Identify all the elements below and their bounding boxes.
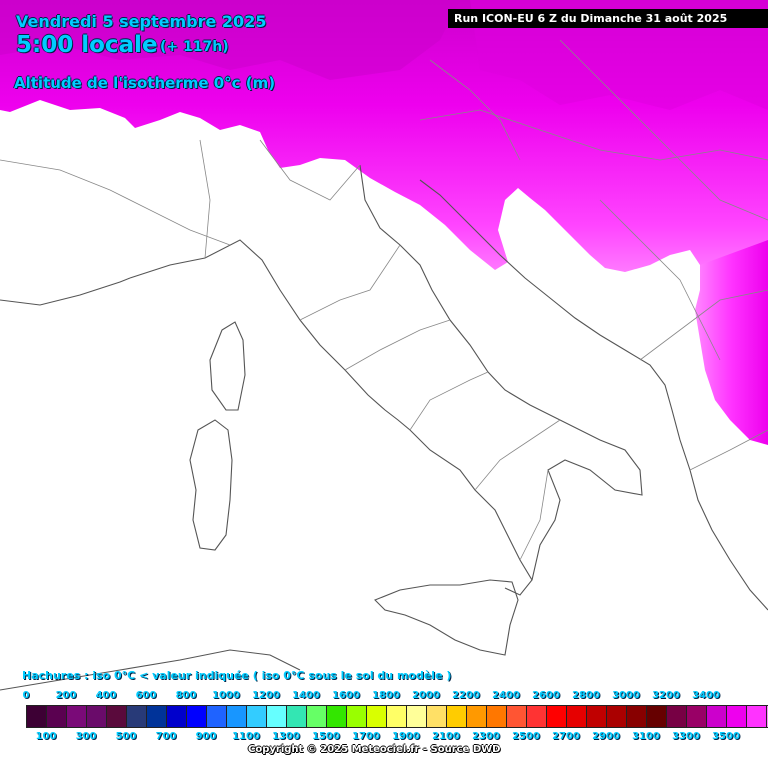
italy-west-coast — [129, 239, 533, 596]
colorbar-tick-lower: 2700 — [552, 731, 580, 742]
colorbar-tick-lower: 1700 — [352, 731, 380, 742]
colorbar-swatch — [287, 706, 307, 727]
colorbar-swatch — [367, 706, 387, 727]
colorbar-swatch — [167, 706, 187, 727]
colorbar-tick-upper: 800 — [175, 690, 197, 701]
colorbar-swatch — [707, 706, 727, 727]
colorbar-swatch — [207, 706, 227, 727]
colorbar-tick-lower: 1900 — [392, 731, 420, 742]
colorbar-swatch — [527, 706, 547, 727]
colorbar-swatch — [647, 706, 667, 727]
colorbar-swatch — [307, 706, 327, 727]
colorbar-tick-lower: 2100 — [432, 731, 460, 742]
isotherm-field-core — [0, 0, 460, 80]
colorbar-tick-lower: 300 — [75, 731, 97, 742]
colorbar-swatch — [187, 706, 207, 727]
colorbar-tick-upper: 400 — [95, 690, 117, 701]
colorbar-tick-lower: 2900 — [592, 731, 620, 742]
colorbar-swatch — [747, 706, 767, 727]
colorbar-tick-upper: 0 — [22, 690, 30, 701]
colorbar-swatch — [327, 706, 347, 727]
colorbar-tick-upper: 3200 — [652, 690, 680, 701]
colorbar-swatch — [127, 706, 147, 727]
run-info-banner: Run ICON-EU 6 Z du Dimanche 31 août 2025 — [448, 9, 768, 28]
parameter-title: Altitude de l'isotherme 0°c (m) — [14, 74, 276, 92]
balkan-coast — [419, 179, 768, 611]
colorbar-tick-lower: 3300 — [672, 731, 700, 742]
colorbar-swatch — [67, 706, 87, 727]
colorbar-swatch — [467, 706, 487, 727]
sardinia — [189, 419, 233, 551]
colorbar-swatch — [607, 706, 627, 727]
isotherm-field-east — [695, 240, 768, 445]
colorbar-tick-lower: 2500 — [512, 731, 540, 742]
colorbar-tick-lower: 3500 — [712, 731, 740, 742]
colorbar-tick-upper: 1800 — [372, 690, 400, 701]
colorbar-tick-lower: 100 — [35, 731, 57, 742]
french-coast — [0, 277, 131, 306]
colorbar-swatch — [227, 706, 247, 727]
colorbar-swatch — [107, 706, 127, 727]
colorbar-tick-upper: 3000 — [612, 690, 640, 701]
colorbar-tick-upper: 2400 — [492, 690, 520, 701]
colorbar-tick-lower: 1500 — [312, 731, 340, 742]
colorbar-tick-lower: 700 — [155, 731, 177, 742]
colorbar-tick-upper: 1000 — [212, 690, 240, 701]
corsica — [209, 321, 246, 411]
colorbar-swatch — [267, 706, 287, 727]
colorbar-swatch — [727, 706, 747, 727]
colorbar-swatch — [587, 706, 607, 727]
colorbar-swatch — [47, 706, 67, 727]
coastlines — [0, 164, 768, 691]
colorbar-tick-lower: 900 — [195, 731, 217, 742]
colorbar-swatch — [247, 706, 267, 727]
colorbar-swatch — [487, 706, 507, 727]
colorbar-swatch — [547, 706, 567, 727]
forecast-date: Vendredi 5 septembre 2025 — [16, 12, 267, 31]
colorbar-swatch — [447, 706, 467, 727]
colorbar-swatch — [347, 706, 367, 727]
colorbar-swatch — [687, 706, 707, 727]
hatch-note: Hachures : iso 0°C < valeur indiquée ( i… — [22, 669, 452, 682]
colorbar-tick-lower: 3100 — [632, 731, 660, 742]
colorbar-tick-upper: 600 — [135, 690, 157, 701]
colorbar-swatch — [427, 706, 447, 727]
colorbar-tick-upper: 2600 — [532, 690, 560, 701]
colorbar-tick-upper: 2200 — [452, 690, 480, 701]
colorbar-swatch — [27, 706, 47, 727]
colorbar-tick-upper: 1600 — [332, 690, 360, 701]
colorbar-swatch — [507, 706, 527, 727]
colorbar-tick-lower: 500 — [115, 731, 137, 742]
colorbar-swatch — [407, 706, 427, 727]
forecast-time: 5:00 locale — [16, 32, 158, 58]
region-borders — [0, 39, 768, 561]
forecast-offset: (+ 117h) — [160, 39, 229, 55]
colorbar-tick-lower: 1300 — [272, 731, 300, 742]
colorbar-swatch — [87, 706, 107, 727]
africa-coast — [0, 649, 301, 691]
colorbar-tick-lower: 2300 — [472, 731, 500, 742]
sicily — [374, 579, 519, 656]
colorbar-tick-upper: 1400 — [292, 690, 320, 701]
colorbar-tick-upper: 3400 — [692, 690, 720, 701]
colorbar-swatch — [667, 706, 687, 727]
copyright-notice: Copyright © 2025 Meteociel.fr - Source D… — [248, 744, 501, 755]
colorbar-tick-upper: 200 — [55, 690, 77, 701]
colorbar-tick-upper: 1200 — [252, 690, 280, 701]
colorbar — [26, 705, 768, 728]
colorbar-swatch — [567, 706, 587, 727]
colorbar-swatch — [627, 706, 647, 727]
colorbar-swatch — [387, 706, 407, 727]
colorbar-tick-upper: 2000 — [412, 690, 440, 701]
colorbar-tick-lower: 1100 — [232, 731, 260, 742]
italy-east-coast — [359, 164, 643, 581]
colorbar-tick-upper: 2800 — [572, 690, 600, 701]
colorbar-swatch — [147, 706, 167, 727]
